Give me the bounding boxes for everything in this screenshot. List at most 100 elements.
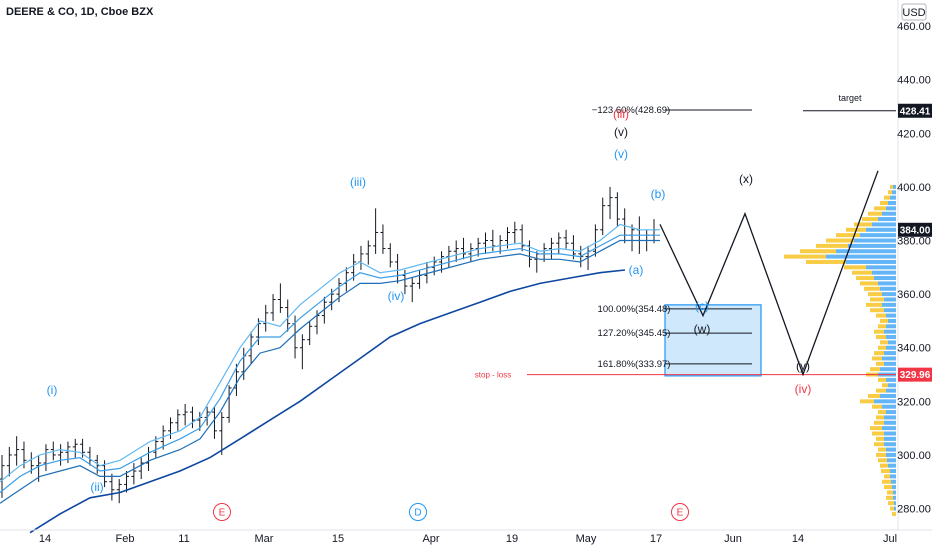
volume-profile-up	[864, 286, 880, 291]
ohlc-bar	[468, 243, 474, 262]
ohlc-bar	[395, 253, 401, 284]
chart-title: DEERE & CO, 1D, Cboe BZX	[6, 6, 154, 18]
projection-path	[659, 170, 879, 377]
ohlc-bar	[167, 417, 173, 439]
volume-profile-down	[886, 377, 896, 382]
time-tick-label: Mar	[255, 533, 274, 545]
volume-profile-up	[874, 206, 886, 211]
ohlc-bar	[365, 240, 371, 265]
volume-profile-down	[884, 351, 896, 356]
volume-profile-up	[870, 426, 882, 431]
volume-profile-up	[892, 511, 896, 516]
elliott-projection-line	[659, 170, 879, 377]
volume-profile-up	[887, 490, 893, 495]
volume-profile-up	[886, 495, 893, 500]
volume-profile-down	[886, 324, 896, 329]
volume-profile-down	[884, 297, 896, 302]
event-marker[interactable]: D	[409, 503, 427, 521]
volume-profile-down	[887, 458, 896, 463]
volume-profile-up	[878, 447, 886, 452]
ohlc-bar	[189, 406, 195, 429]
volume-profile-up	[878, 324, 886, 329]
price-tick-label: 400.00	[897, 182, 931, 194]
volume-profile-up	[884, 195, 890, 200]
volume-profile-down	[891, 479, 896, 484]
price-tick-label: 320.00	[897, 396, 931, 408]
wave-label: (iv)	[795, 382, 812, 396]
volume-profile-up	[882, 479, 891, 484]
time-tick-label: 15	[332, 533, 344, 545]
volume-profile-down	[886, 335, 896, 340]
volume-profile-up	[836, 233, 860, 238]
ohlc-bar	[534, 251, 540, 273]
volume-profile-down	[882, 426, 896, 431]
volume-profile-up	[884, 485, 892, 490]
currency-label: USD	[902, 7, 925, 19]
volume-profile-down	[888, 340, 896, 345]
ohlc-bar	[380, 224, 386, 254]
volume-profile-down	[872, 222, 896, 227]
ohlc-bar	[475, 237, 481, 257]
ohlc-bar	[387, 243, 393, 268]
volume-profile-down	[848, 243, 896, 248]
event-marker-label: D	[414, 508, 421, 519]
ohlc-bar	[131, 462, 137, 485]
event-marker-circle[interactable]	[213, 503, 231, 521]
wave-label: (ii)	[90, 480, 103, 494]
ohlc-bar	[490, 229, 496, 252]
volume-profile-down	[886, 313, 896, 318]
ohlc-bar	[548, 237, 554, 260]
volume-profile-down	[880, 367, 896, 372]
wave-label: (w)	[694, 322, 711, 336]
volume-profile-up	[890, 506, 894, 511]
ohlc-bar	[146, 446, 152, 472]
currency-box	[901, 3, 927, 21]
ohlc-bar	[72, 438, 78, 458]
wave-label: (v)	[614, 147, 628, 161]
volume-profile-up	[872, 431, 884, 436]
volume-profile-down	[880, 286, 896, 291]
price-tick-label: 420.00	[897, 128, 931, 140]
ohlc-bar	[519, 224, 525, 252]
event-marker[interactable]: E	[213, 503, 231, 521]
ohlc-bar	[461, 237, 467, 260]
volume-profile-down	[872, 270, 896, 275]
volume-profile-down	[866, 227, 896, 232]
ohlc-bar	[600, 197, 606, 236]
price-axis: USD 280.00 300.00 320.00 340.00 360.00 380.00 4…	[897, 0, 932, 530]
ohlc-bar	[226, 385, 232, 423]
volume-profile-down	[882, 211, 896, 216]
wave-label: (iii)	[350, 175, 366, 189]
fib-level-label: 127.20%(345.45)	[598, 328, 671, 339]
volume-profile-up	[860, 281, 878, 286]
volume-profile-down	[874, 276, 896, 281]
ohlc-bar	[512, 221, 518, 244]
volume-profile-down	[884, 442, 896, 447]
price-tick-label: 460.00	[897, 21, 931, 33]
price-tag-label: 428.41	[900, 106, 931, 117]
ohlc-bar	[109, 473, 115, 501]
price-tag-bg	[898, 367, 932, 382]
volume-profile-up	[872, 404, 882, 409]
volume-profile-up	[880, 463, 888, 468]
volume-profile-up	[876, 388, 886, 393]
volume-profile-down	[894, 501, 896, 506]
volume-profile-down	[890, 469, 896, 474]
price-tag-bg	[898, 222, 932, 237]
event-marker-circle[interactable]	[671, 503, 689, 521]
event-marker-circle[interactable]	[409, 503, 427, 521]
wave-labels: (i) (ii) (iii) (iv) (v) (b) (a) (c) (iii) (v) (x) (…	[47, 107, 812, 494]
ohlc-bar	[6, 446, 12, 477]
ohlc-bar	[409, 278, 415, 303]
volume-profile-up	[868, 292, 882, 297]
volume-profile-up	[876, 436, 884, 441]
event-marker[interactable]: E	[671, 503, 689, 521]
volume-profile-up	[870, 367, 880, 372]
target-label: target	[838, 93, 862, 103]
volume-profile-down	[888, 383, 896, 388]
volume-profile-up	[878, 377, 886, 382]
volume-profile-up	[870, 297, 884, 302]
ohlc-bar	[321, 296, 327, 324]
volume-profile-up	[880, 200, 888, 205]
